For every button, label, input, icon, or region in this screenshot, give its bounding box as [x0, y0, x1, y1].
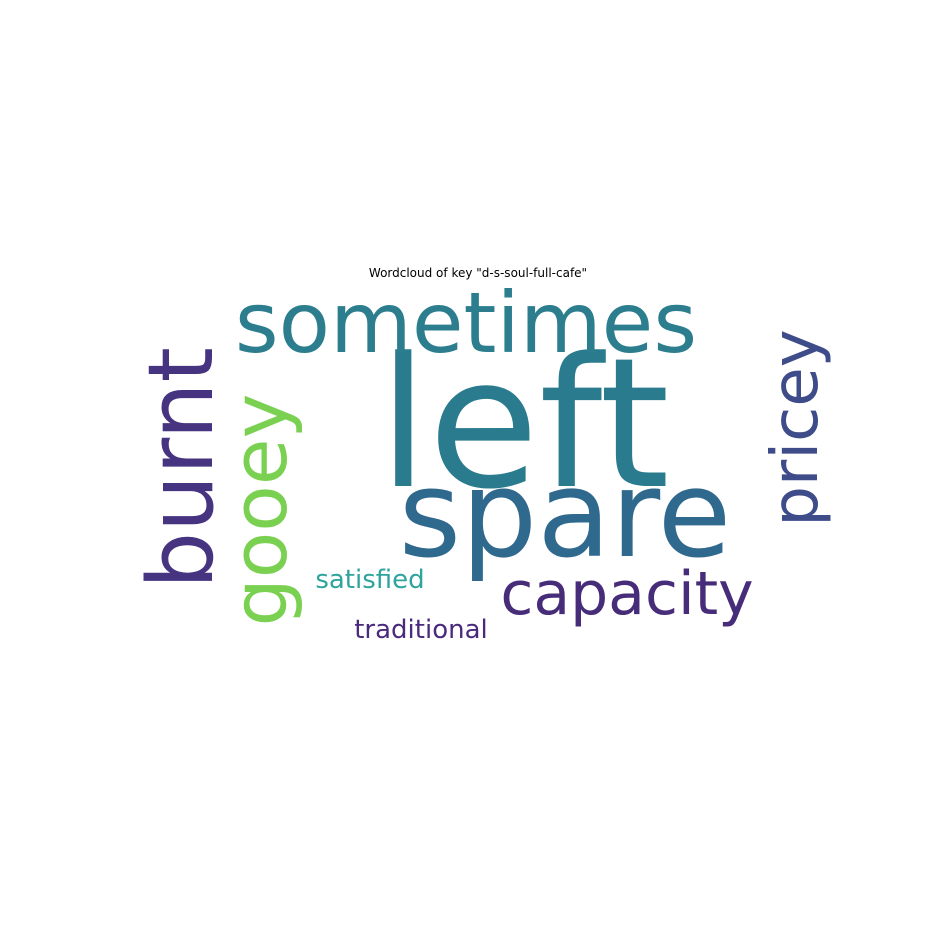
word-sometimes: sometimes	[235, 274, 697, 372]
word-satisfied: satisfied	[315, 565, 424, 595]
word-pricey: pricey	[759, 329, 833, 526]
chart-title: Wordcloud of key "d-s-soul-full-cafe"	[368, 266, 588, 280]
word-capacity: capacity	[500, 559, 753, 629]
word-gooey: gooey	[215, 394, 304, 627]
word-traditional: traditional	[354, 615, 488, 645]
word-left: left	[378, 320, 670, 529]
word-spare: spare	[399, 446, 732, 585]
word-burnt: burnt	[129, 347, 234, 589]
